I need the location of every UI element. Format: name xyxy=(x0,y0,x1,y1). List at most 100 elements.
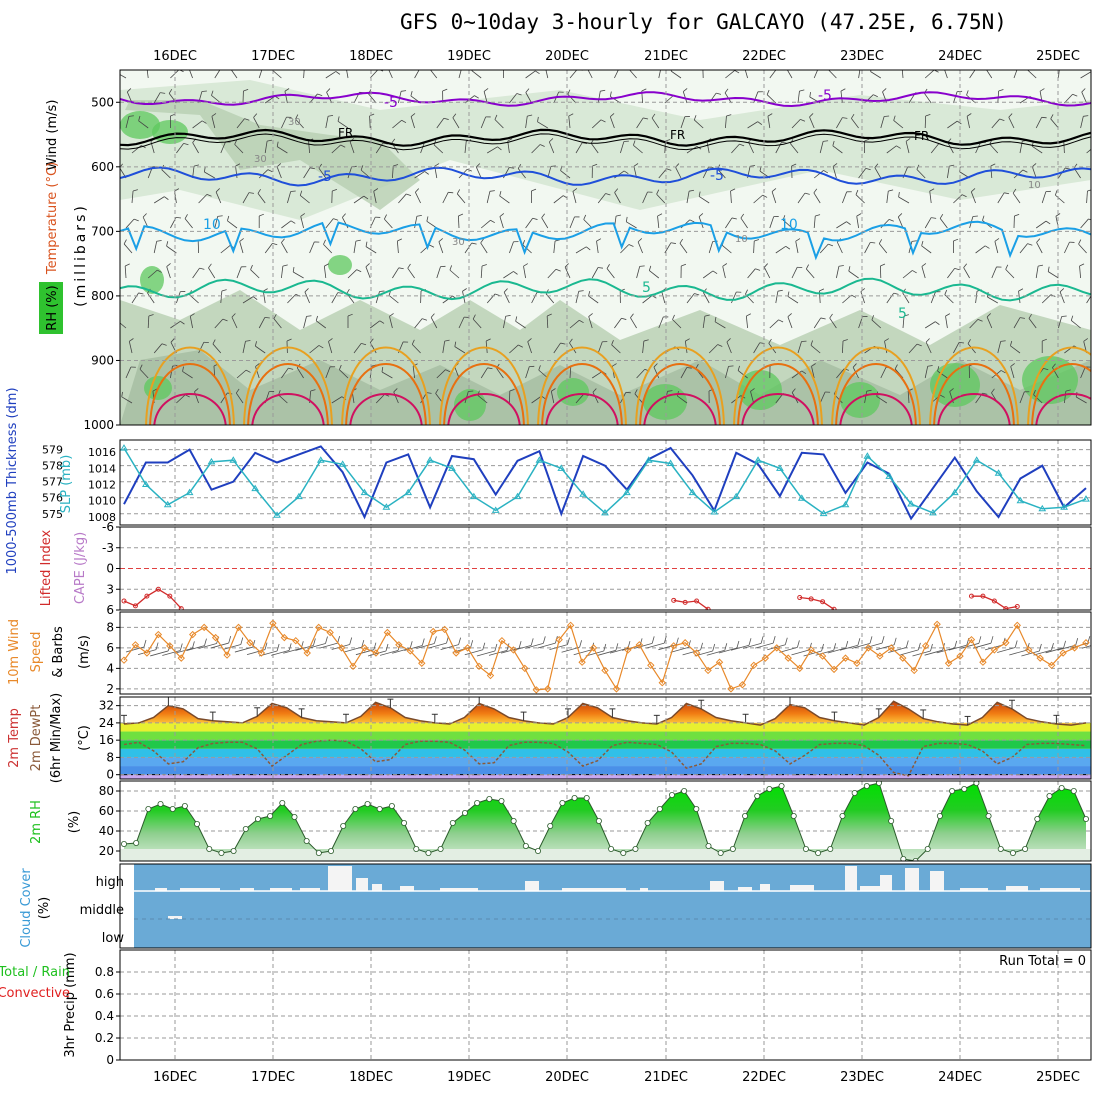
wind-barb xyxy=(897,216,904,229)
wind-barb xyxy=(722,266,726,279)
rh-marker xyxy=(522,843,529,850)
wind-barb-10m-flag xyxy=(240,637,244,645)
wind-barb-flag xyxy=(698,213,704,218)
wind-barb xyxy=(606,268,615,279)
wind-barb-flag xyxy=(239,238,244,242)
wind-barb-flag xyxy=(828,65,830,70)
wind-barb xyxy=(212,343,222,354)
wind-barb xyxy=(569,319,580,329)
wind-barb-10m-flag xyxy=(869,636,873,644)
wind-barb xyxy=(567,93,577,104)
wind-barb xyxy=(842,340,844,354)
temp-color-band xyxy=(120,748,1091,758)
wind-speed-marker xyxy=(1002,639,1010,647)
wind-barb-flag xyxy=(333,218,339,221)
wind-barb-flag xyxy=(819,288,825,292)
rh-marker xyxy=(401,820,408,827)
wind-barb-10m xyxy=(839,644,859,651)
wind-barb-flag xyxy=(870,70,872,72)
wind-barb xyxy=(708,241,714,254)
wind-barb-flag xyxy=(726,338,731,343)
wind-barb-flag xyxy=(717,344,723,347)
rh-marker xyxy=(973,781,980,786)
wind-barb xyxy=(545,70,549,79)
wind-barb-flag xyxy=(292,266,295,273)
lifted-index-series xyxy=(121,586,1020,610)
wind-barb-flag xyxy=(880,263,886,267)
wind-barb-flag xyxy=(406,193,412,197)
wind-barb-flag xyxy=(1070,315,1074,321)
wind-barb xyxy=(182,371,193,379)
isotherm-line xyxy=(120,128,1091,147)
wind-barb-flag xyxy=(878,239,883,244)
wind-speed-marker xyxy=(452,649,460,657)
wind-barb xyxy=(198,342,205,354)
wind-barb xyxy=(1086,191,1088,204)
wind-barb-flag xyxy=(424,171,429,175)
wind-barb xyxy=(753,194,763,204)
lifted-index-marker xyxy=(705,606,711,610)
wind-barb xyxy=(809,116,815,129)
wind-barb xyxy=(597,91,601,104)
slp-marker xyxy=(382,503,391,510)
wind-barb xyxy=(125,218,135,229)
wind-barb xyxy=(323,244,333,254)
wind-barb xyxy=(525,218,533,229)
wind-barb xyxy=(925,341,932,354)
wind-barb xyxy=(281,266,284,279)
wind-barb xyxy=(924,321,936,329)
wind-barb xyxy=(1041,294,1052,304)
wind-barb-flag xyxy=(494,293,500,297)
wind-barb-flag xyxy=(905,138,911,142)
date-label-top: 18DEC xyxy=(349,49,393,64)
wind-barb-flag xyxy=(1052,363,1056,368)
wind-barb-flag xyxy=(328,114,334,117)
wind-barb xyxy=(1013,317,1021,329)
slp-tick-label: 1016 xyxy=(88,446,116,459)
rh-high-patch xyxy=(120,111,160,139)
wind-barb-10m xyxy=(779,647,798,653)
wind-barb-flag xyxy=(810,340,813,346)
upper-air-panel: 500 600 700 800 900 1000 -5 -5 FR FR FR -5 -5… xyxy=(39,65,1092,432)
wind-barb-flag xyxy=(315,315,318,321)
thickness-slp-panel: 575 576 577 578 579 1008 1010 1012 1014 1016 1000… xyxy=(5,387,1092,575)
wind-barb xyxy=(318,167,327,179)
wind-barb-flag xyxy=(515,316,518,322)
warm-contour xyxy=(545,393,619,425)
wind-barb-10m-flag xyxy=(192,641,195,649)
wind-barb xyxy=(614,192,621,204)
wind-barb-10m xyxy=(198,643,217,649)
wind-barb xyxy=(214,318,224,329)
rh-marker xyxy=(291,814,298,821)
wind-barb-flag xyxy=(600,119,606,123)
wind-barb xyxy=(947,120,958,129)
wind-speed-marker xyxy=(921,642,930,650)
wind-barb xyxy=(880,219,890,229)
rh-marker xyxy=(815,850,822,857)
wind-barb xyxy=(242,296,254,304)
wind-barb xyxy=(523,266,526,279)
wind-barb-flag xyxy=(489,190,495,192)
wind-barb-flag xyxy=(657,213,663,217)
wind-barb-flag xyxy=(183,143,189,146)
wind-barb-flag xyxy=(505,314,511,317)
rh-marker xyxy=(644,820,651,827)
wind-barb xyxy=(944,70,948,79)
wind-speed-marker xyxy=(795,664,804,673)
wind-barb xyxy=(636,266,641,279)
rh-marker xyxy=(912,858,919,861)
wind-barb xyxy=(740,217,748,229)
wind-barb-flag xyxy=(539,144,545,147)
wind-barb-flag xyxy=(916,343,922,347)
contour-label: 10 xyxy=(203,217,221,233)
wind-barb xyxy=(763,267,771,279)
rh-marker xyxy=(1022,846,1029,853)
wind-barb-10m-flag xyxy=(651,636,655,644)
wind-barb xyxy=(480,219,491,229)
wind-barb xyxy=(698,196,710,204)
wind-barb xyxy=(1071,320,1081,329)
slp-marker xyxy=(666,459,675,466)
wind-barb xyxy=(236,118,245,129)
wind-barb-flag xyxy=(768,338,772,344)
wind-barb xyxy=(898,196,910,204)
